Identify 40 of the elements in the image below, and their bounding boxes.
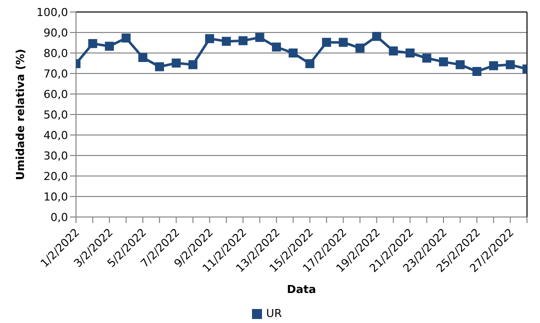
point bbox=[272, 42, 281, 52]
point bbox=[338, 38, 348, 47]
point bbox=[372, 32, 382, 41]
point bbox=[288, 48, 298, 58]
y-tick-label: 60,0 bbox=[44, 88, 68, 101]
point bbox=[388, 46, 398, 56]
point bbox=[138, 53, 148, 62]
y-tick-label: 0,0 bbox=[50, 210, 68, 224]
x-axis-title: Data bbox=[286, 283, 316, 296]
point bbox=[205, 34, 214, 44]
point bbox=[506, 60, 515, 70]
point bbox=[355, 44, 364, 53]
point bbox=[456, 60, 465, 70]
y-tick-label: 20,0 bbox=[44, 170, 68, 183]
point bbox=[489, 61, 498, 70]
point bbox=[88, 39, 98, 48]
point bbox=[122, 34, 131, 43]
y-tick-label: 10,0 bbox=[44, 190, 68, 204]
y-tick-label: 80,0 bbox=[44, 46, 68, 60]
point bbox=[438, 57, 448, 66]
legend-label: UR bbox=[266, 307, 282, 320]
y-tick-label: 30,0 bbox=[44, 149, 68, 162]
point bbox=[472, 66, 482, 76]
y-tick-label: 50,0 bbox=[44, 108, 68, 122]
y-tick-label: 90,0 bbox=[44, 26, 68, 40]
point bbox=[322, 38, 332, 47]
point bbox=[238, 36, 248, 46]
point bbox=[172, 58, 181, 68]
y-tick-label: 40,0 bbox=[44, 128, 68, 142]
y-tick-label: 70,0 bbox=[44, 67, 68, 80]
point bbox=[155, 62, 164, 72]
y-axis-title: Umidade relativa (%) bbox=[14, 48, 27, 180]
point bbox=[422, 54, 432, 63]
point bbox=[255, 32, 264, 42]
point bbox=[406, 48, 415, 58]
y-tick-label: 100,0 bbox=[36, 6, 68, 19]
point bbox=[104, 42, 114, 51]
point bbox=[305, 59, 314, 68]
point bbox=[222, 36, 231, 46]
point bbox=[188, 60, 198, 70]
